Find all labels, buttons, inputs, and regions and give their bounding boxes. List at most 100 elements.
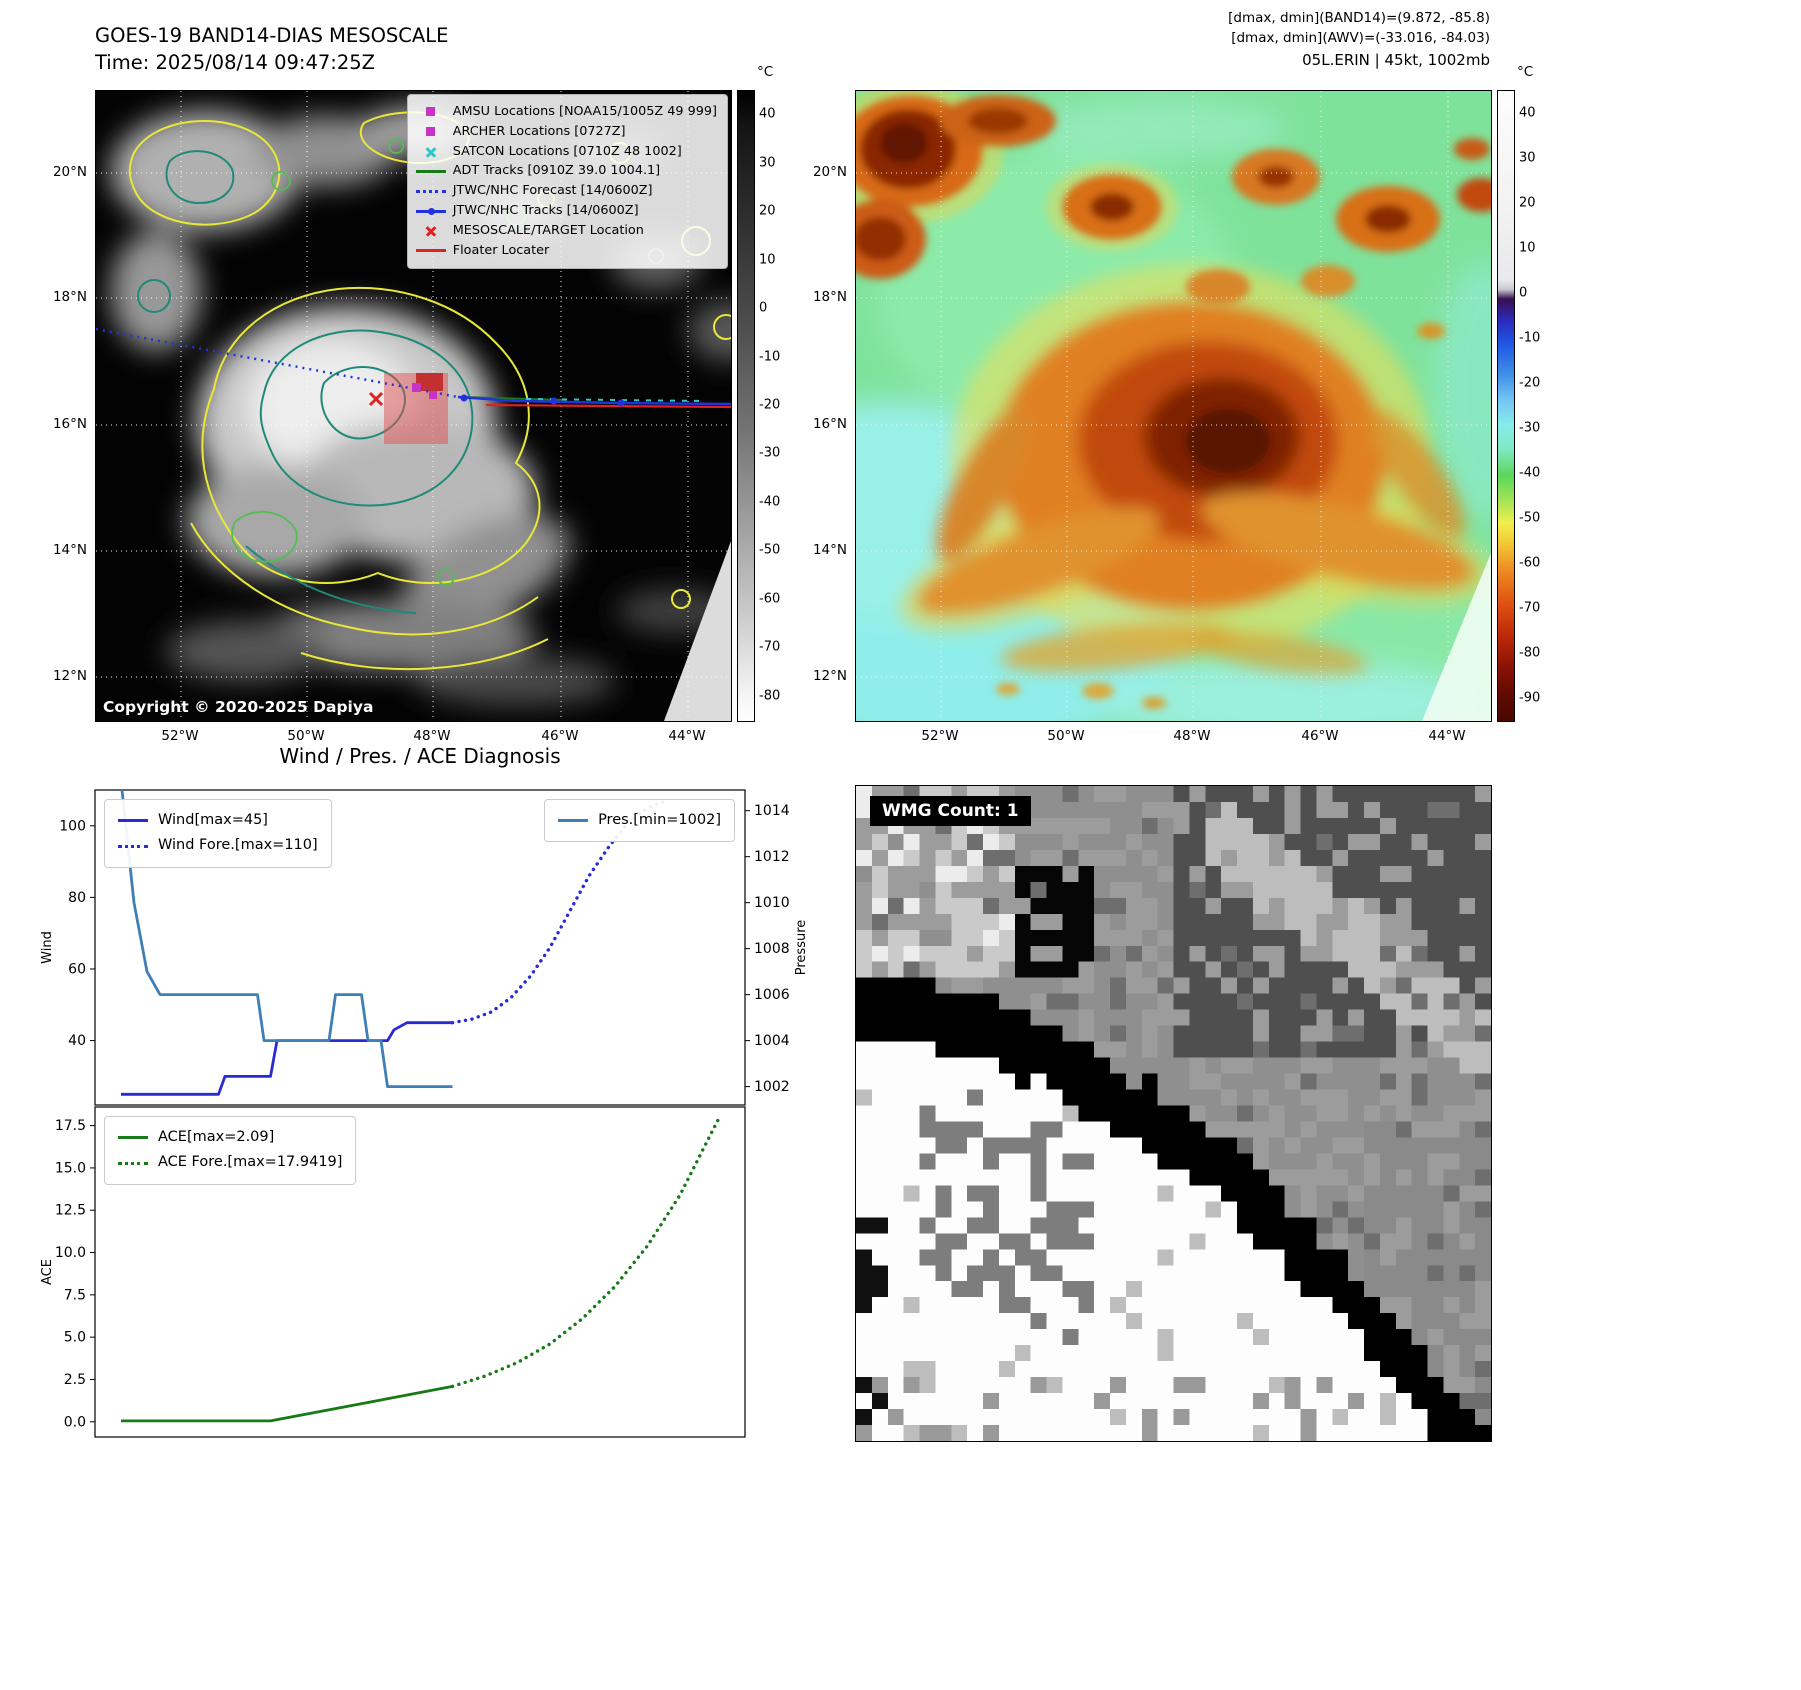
svg-text:1008: 1008 <box>754 941 790 957</box>
legend-item: SATCON Locations [0710Z 48 1002] <box>416 142 717 162</box>
svg-text:0.0: 0.0 <box>64 1414 86 1430</box>
tick-label: 40 <box>1519 105 1536 120</box>
legend-item: Floater Locater <box>415 241 717 261</box>
storm-id-label: 05L.ERIN | 45kt, 1002mb <box>1302 50 1490 69</box>
band14-colorbar <box>737 90 755 722</box>
awv-map <box>855 90 1492 722</box>
awv-satellite-image <box>856 91 1491 721</box>
tick-label: 0 <box>759 300 768 316</box>
tick-label: 46°W <box>541 728 579 744</box>
tick-label: 14°N <box>52 542 87 558</box>
tick-label: 20°N <box>812 164 847 180</box>
legend-item: JTWC/NHC Tracks [14/0600Z] <box>415 201 717 221</box>
tick-label: -30 <box>1519 420 1541 435</box>
tick-label: -10 <box>1519 330 1541 345</box>
svg-text:1010: 1010 <box>754 895 790 911</box>
cloud-field <box>111 106 731 706</box>
legend-item: AMSU Locations [NOAA15/1005Z 49 999] <box>416 102 717 122</box>
awv-colorbar-unit: °C <box>1517 64 1534 80</box>
tick-label: -90 <box>1519 690 1541 705</box>
tick-label: 52°W <box>921 728 959 744</box>
tick-label: -50 <box>1519 510 1541 525</box>
svg-text:12.5: 12.5 <box>55 1203 86 1219</box>
svg-text:ACE: ACE <box>40 1259 55 1285</box>
scan-edge-wedge <box>1422 553 1491 721</box>
tick-label: 20°N <box>52 164 87 180</box>
tick-label: 10 <box>759 252 776 268</box>
tick-label: -10 <box>759 349 781 365</box>
tick-label: 44°W <box>668 728 706 744</box>
legend-item: ADT Tracks [0910Z 39.0 1004.1] <box>415 161 717 181</box>
svg-text:7.5: 7.5 <box>64 1287 86 1303</box>
awv-dmax-awv: [dmax, dmin](AWV)=(-33.016, -84.03) <box>1231 30 1490 47</box>
tick-label: 12°N <box>52 668 87 684</box>
wind-legend: Wind[max=45] Wind Fore.[max=110] <box>104 799 332 868</box>
wmg-panel: WMG Count: 1 <box>855 785 1492 1442</box>
tick-label: -20 <box>1519 375 1541 390</box>
tick-label: 18°N <box>812 289 847 305</box>
pressure-legend: Pres.[min=1002] <box>544 799 735 843</box>
archer-marker <box>429 391 437 399</box>
tick-label: 30 <box>1519 150 1536 165</box>
svg-text:1014: 1014 <box>754 803 790 819</box>
tick-label: -80 <box>1519 645 1541 660</box>
tick-label: 14°N <box>812 542 847 558</box>
tick-label: 48°W <box>1173 728 1211 744</box>
band14-title: GOES-19 BAND14-DIAS MESOSCALE <box>95 24 449 47</box>
tick-label: 40 <box>759 106 776 122</box>
tick-label: 44°W <box>1428 728 1466 744</box>
tick-label: -70 <box>759 639 781 655</box>
tick-label: -60 <box>759 591 781 607</box>
tick-label: 52°W <box>161 728 199 744</box>
legend-item: JTWC/NHC Forecast [14/0600Z] <box>415 181 717 201</box>
svg-text:Wind: Wind <box>40 931 55 964</box>
tick-label: -70 <box>1519 600 1541 615</box>
awv-colorbar <box>1497 90 1515 722</box>
svg-text:1002: 1002 <box>754 1079 790 1095</box>
band14-time: Time: 2025/08/14 09:47:25Z <box>95 51 376 75</box>
band14-map: AMSU Locations [NOAA15/1005Z 49 999] ARCH… <box>95 90 732 722</box>
tick-label: 16°N <box>812 416 847 432</box>
floater-line <box>485 403 731 409</box>
svg-text:1006: 1006 <box>754 987 790 1003</box>
storm-tracks <box>96 327 731 409</box>
tick-label: 50°W <box>287 728 325 744</box>
tick-label: -20 <box>759 397 781 413</box>
svg-text:1012: 1012 <box>754 849 790 865</box>
copyright-label: Copyright © 2020-2025 Dapiya <box>103 698 374 716</box>
svg-text:Pressure: Pressure <box>794 920 809 976</box>
tick-label: -40 <box>1519 465 1541 480</box>
legend-item: Pres.[min=1002] <box>558 808 721 833</box>
legend-item: ARCHER Locations [0727Z] <box>416 122 717 142</box>
tick-label: -60 <box>1519 555 1541 570</box>
ace-chart: 0.0 2.5 5.0 7.5 10.0 12.5 15.0 17.5 ACE <box>40 1106 746 1438</box>
awv-info-block: [dmax, dmin](BAND14)=(9.872, -85.8) [dma… <box>1228 8 1490 71</box>
tick-label: 30 <box>759 155 776 171</box>
tick-label: -80 <box>759 688 781 704</box>
wind-pressure-chart: 40 60 80 100 Wind 1002 1004 1006 1008 1010 1012 101… <box>40 789 809 1106</box>
legend-item: MESOSCALE/TARGET Location <box>416 221 717 241</box>
svg-text:17.5: 17.5 <box>55 1118 86 1134</box>
cold-cloud-blobs <box>856 91 1491 709</box>
target-core-area <box>416 373 443 391</box>
ace-legend: ACE[max=2.09] ACE Fore.[max=17.9419] <box>104 1116 357 1185</box>
svg-text:100: 100 <box>59 818 86 834</box>
band14-colorbar-unit: °C <box>757 64 774 80</box>
legend-item: ACE[max=2.09] <box>118 1125 342 1150</box>
target-x-marker <box>368 391 384 407</box>
svg-text:5.0: 5.0 <box>64 1330 86 1346</box>
svg-text:80: 80 <box>68 890 86 906</box>
tick-label: 0 <box>1519 285 1528 300</box>
tick-label: 20 <box>759 203 776 219</box>
tick-label: 50°W <box>1047 728 1085 744</box>
wmg-image <box>856 786 1491 1441</box>
diagnosis-title: Wind / Pres. / ACE Diagnosis <box>279 744 561 768</box>
svg-text:40: 40 <box>68 1033 86 1049</box>
amsu-marker <box>412 383 421 392</box>
band14-title-block: GOES-19 BAND14-DIAS MESOSCALE Time: 2025… <box>95 22 448 77</box>
tick-label: 20 <box>1519 195 1536 210</box>
svg-text:15.0: 15.0 <box>55 1160 86 1176</box>
svg-text:60: 60 <box>68 961 86 977</box>
legend-item: Wind[max=45] <box>118 808 318 833</box>
